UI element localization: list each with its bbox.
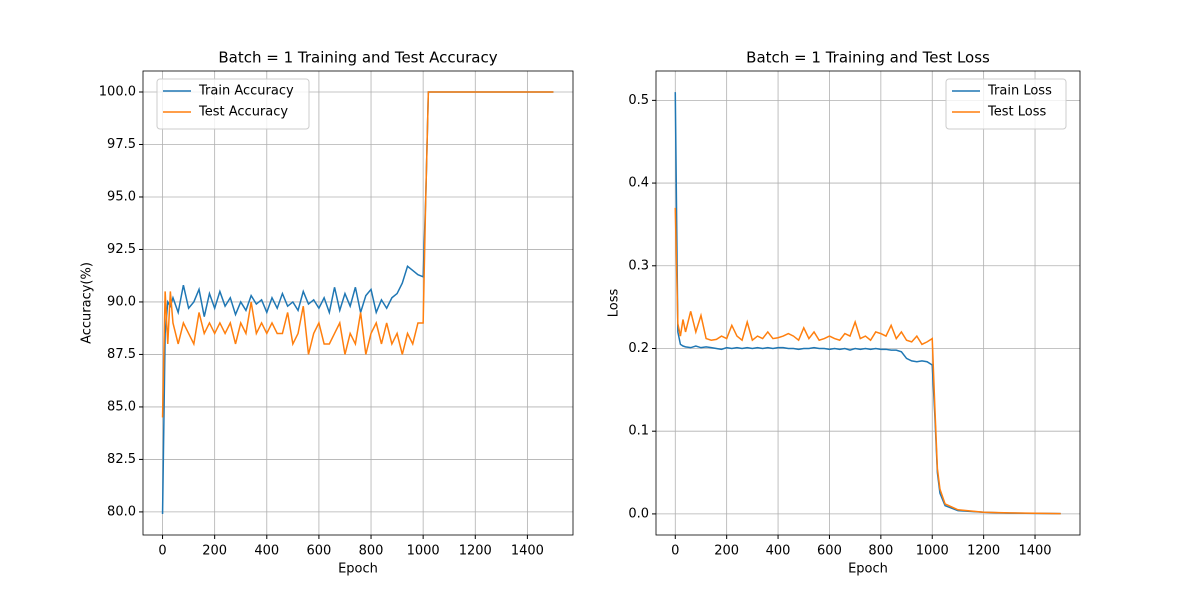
y-tick-label: 0.0 <box>628 506 649 521</box>
y-tick-label: 85.0 <box>107 399 136 414</box>
x-tick-label: 800 <box>359 544 384 559</box>
x-tick-label: 800 <box>868 544 893 559</box>
plot-frame <box>142 70 574 536</box>
x-tick-label: 600 <box>306 544 331 559</box>
data-line <box>161 91 554 515</box>
legend-label: Test Accuracy <box>198 105 288 120</box>
legend-box <box>156 78 310 130</box>
data-line <box>161 91 554 418</box>
x-tick-label: 200 <box>714 544 739 559</box>
data-line <box>674 207 1061 515</box>
data-line <box>674 92 1061 515</box>
legend-label: Train Accuracy <box>198 84 294 99</box>
x-tick-label: 1400 <box>511 544 544 559</box>
y-tick-label: 100.0 <box>99 84 136 99</box>
x-tick-label: 1400 <box>1018 544 1051 559</box>
x-tick-label: 1000 <box>407 544 440 559</box>
chart-title: Batch = 1 Training and Test Loss <box>746 49 990 67</box>
x-tick-label: 1000 <box>916 544 949 559</box>
y-axis-label: Loss <box>607 289 622 318</box>
y-tick-label: 95.0 <box>107 189 136 204</box>
subplot: 0 200 400 600 800 1000 1200 1400 80.0 82.5 85.0 87.… <box>80 49 574 577</box>
legend-label: Test Loss <box>987 105 1046 120</box>
y-tick-label: 87.5 <box>107 347 136 362</box>
chart-title: Batch = 1 Training and Test Accuracy <box>218 49 497 67</box>
x-tick-label: 1200 <box>459 544 492 559</box>
y-tick-label: 92.5 <box>107 242 136 257</box>
y-tick-label: 0.2 <box>628 341 649 356</box>
subplot: 0 200 400 600 800 1000 1200 1400 0.0 0.1 0.2 0.3 0.4… <box>607 49 1081 577</box>
x-tick-label: 200 <box>202 544 227 559</box>
legend-label: Train Loss <box>987 84 1052 99</box>
y-tick-label: 0.5 <box>628 93 649 108</box>
y-tick-label: 0.4 <box>628 176 649 191</box>
y-tick-label: 97.5 <box>107 137 136 152</box>
x-tick-label: 400 <box>254 544 279 559</box>
x-tick-label: 400 <box>766 544 791 559</box>
y-tick-label: 0.1 <box>628 424 649 439</box>
x-tick-label: 0 <box>158 544 166 559</box>
x-tick-label: 0 <box>671 544 679 559</box>
x-tick-label: 1200 <box>967 544 1000 559</box>
y-tick-label: 80.0 <box>107 504 136 519</box>
x-tick-label: 600 <box>817 544 842 559</box>
y-tick-label: 90.0 <box>107 294 136 309</box>
y-tick-label: 0.3 <box>628 258 649 273</box>
plot-frame <box>655 70 1081 536</box>
x-axis-label: Epoch <box>848 562 888 577</box>
y-axis-label: Accuracy(%) <box>80 262 95 344</box>
x-axis-label: Epoch <box>338 562 378 577</box>
y-tick-label: 82.5 <box>107 452 136 467</box>
